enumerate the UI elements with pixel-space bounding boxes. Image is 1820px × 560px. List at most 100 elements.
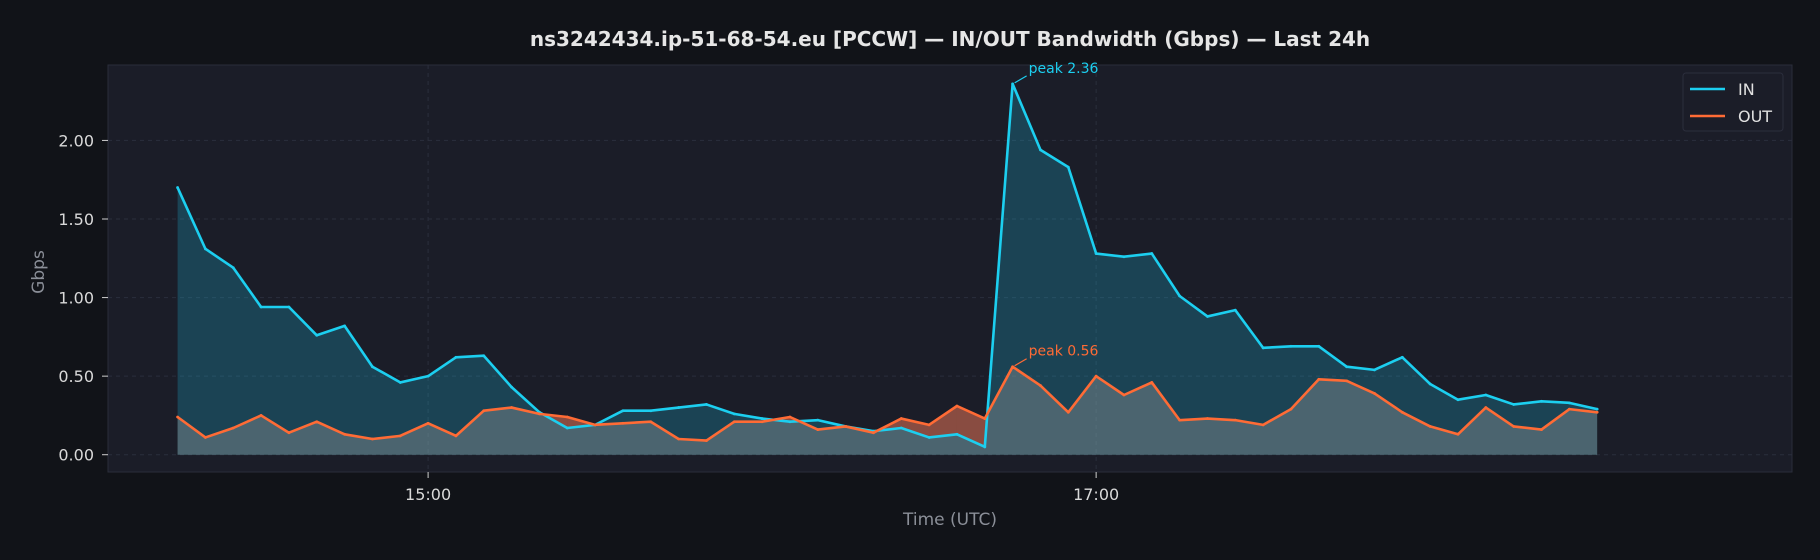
- point-out-44: [1400, 410, 1404, 414]
- point-in-3: [259, 305, 263, 309]
- point-in-33: [1094, 252, 1098, 255]
- point-in-45: [1428, 382, 1432, 386]
- point-out-28: [955, 404, 959, 408]
- line-out: [176, 365, 1598, 442]
- point-out-27: [927, 423, 931, 427]
- point-out-42: [1345, 379, 1349, 383]
- x-axis-label: Time (UTC): [902, 510, 997, 530]
- point-out-14: [565, 415, 569, 419]
- point-in-11: [482, 354, 486, 358]
- point-in-43: [1373, 368, 1376, 372]
- point-in-51: [1595, 407, 1599, 411]
- point-in-38: [1233, 308, 1237, 312]
- point-out-30: [1011, 365, 1015, 369]
- area-in: [177, 83, 1598, 455]
- point-in-12: [510, 385, 514, 389]
- point-out-12: [510, 406, 514, 409]
- legend-label-out: OUT: [1738, 107, 1772, 126]
- point-out-22: [788, 415, 792, 419]
- point-in-22: [788, 420, 792, 424]
- point-in-27: [927, 436, 931, 439]
- point-out-6: [343, 432, 346, 436]
- point-in-21: [760, 417, 764, 420]
- point-in-40: [1289, 344, 1293, 348]
- y-axis-label: Gbps: [29, 250, 49, 294]
- point-in-39: [1261, 346, 1265, 350]
- point-out-10: [454, 434, 458, 438]
- point-in-47: [1484, 393, 1488, 397]
- point-out-34: [1122, 393, 1126, 397]
- point-in-1: [204, 247, 207, 251]
- point-in-50: [1567, 401, 1571, 405]
- point-out-23: [816, 428, 820, 431]
- point-in-14: [565, 426, 569, 430]
- point-out-2: [231, 426, 235, 430]
- point-out-11: [482, 409, 486, 413]
- point-in-4: [287, 305, 291, 309]
- point-out-21: [760, 420, 764, 424]
- point-out-13: [538, 412, 541, 416]
- overlap-highlight: [901, 418, 930, 438]
- x-tick-label: 15:00: [405, 485, 451, 504]
- y-tick-label: 2.00: [58, 131, 94, 150]
- point-out-9: [426, 421, 430, 425]
- point-in-34: [1122, 255, 1126, 259]
- y-axis-ticks: 0.00 0.50 1.00 1.50 2.00: [58, 131, 108, 465]
- point-in-28: [955, 432, 959, 436]
- point-out-20: [732, 420, 736, 424]
- point-out-5: [315, 420, 319, 424]
- point-in-36: [1178, 294, 1182, 298]
- legend: IN OUT: [1682, 72, 1784, 132]
- y-tick-label: 1.50: [58, 210, 94, 229]
- annotation-label: peak 0.56: [1029, 344, 1099, 360]
- point-out-4: [287, 431, 291, 435]
- point-out-0: [176, 415, 179, 419]
- point-out-29: [983, 417, 987, 420]
- point-in-29: [983, 445, 987, 449]
- overlap-highlight: [929, 406, 957, 438]
- point-in-5: [315, 333, 319, 337]
- point-in-37: [1206, 315, 1209, 318]
- point-in-8: [398, 381, 402, 384]
- point-in-7: [371, 365, 374, 369]
- point-out-24: [844, 425, 848, 428]
- point-in-18: [677, 406, 681, 409]
- area-out: [177, 366, 1598, 455]
- point-out-49: [1540, 428, 1543, 431]
- point-out-16: [621, 421, 625, 425]
- annotation-leader: [1014, 75, 1027, 84]
- point-out-35: [1150, 381, 1154, 384]
- point-out-39: [1261, 423, 1265, 427]
- point-in-32: [1066, 165, 1070, 169]
- y-tick-label: 0.00: [58, 446, 94, 465]
- point-out-40: [1289, 407, 1293, 411]
- point-out-3: [259, 414, 263, 417]
- point-out-50: [1567, 407, 1571, 411]
- point-out-33: [1094, 374, 1098, 378]
- point-out-47: [1484, 406, 1488, 409]
- point-out-45: [1428, 425, 1432, 428]
- point-out-25: [872, 431, 875, 435]
- x-axis-ticks: 15:00 17:00: [405, 472, 1119, 504]
- point-out-26: [899, 417, 903, 420]
- point-out-7: [371, 437, 374, 441]
- point-in-0: [176, 186, 179, 189]
- point-out-18: [677, 437, 681, 441]
- point-in-30: [1011, 82, 1015, 86]
- point-in-35: [1150, 252, 1154, 255]
- point-out-43: [1373, 392, 1376, 395]
- point-in-23: [816, 418, 820, 422]
- y-tick-label: 0.50: [58, 367, 94, 386]
- point-in-46: [1456, 398, 1460, 402]
- point-out-41: [1317, 377, 1321, 381]
- point-out-36: [1178, 418, 1182, 422]
- point-in-26: [899, 426, 903, 430]
- point-out-1: [204, 436, 207, 439]
- series-layer: [176, 82, 1599, 455]
- point-in-44: [1400, 355, 1404, 359]
- legend-label-in: IN: [1738, 80, 1755, 99]
- point-in-19: [705, 403, 708, 406]
- chart-title: ns3242434.ip-51-68-54.eu [PCCW] — IN/OUT…: [530, 27, 1370, 51]
- point-in-17: [649, 409, 653, 413]
